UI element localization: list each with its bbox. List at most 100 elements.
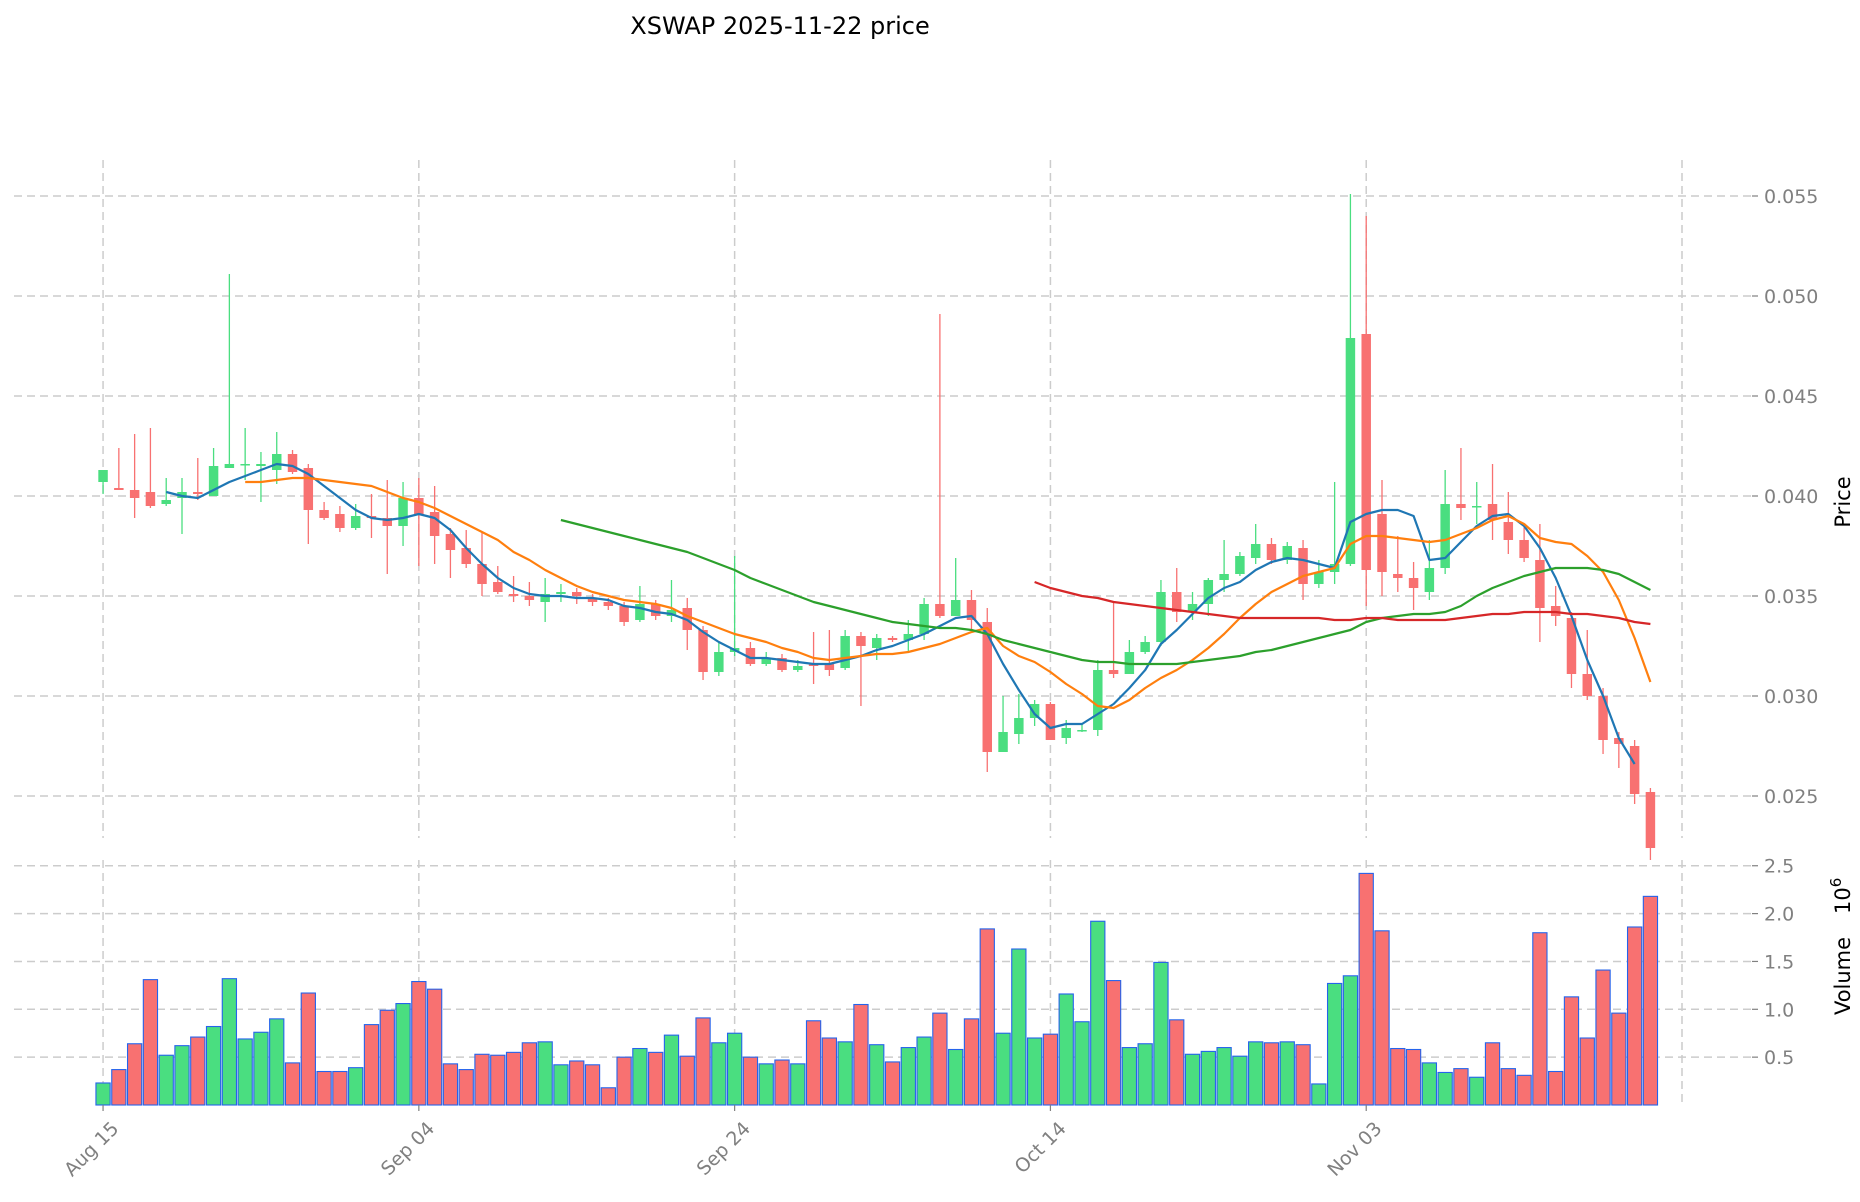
volume-bar (174, 1045, 190, 1106)
candle-body (98, 470, 108, 482)
volume-bar (490, 1054, 506, 1106)
candle-body (650, 604, 661, 616)
volume-bar (1232, 1055, 1248, 1106)
volume-bar (505, 1051, 522, 1106)
candle-body (998, 732, 1008, 752)
volume-bar (1532, 932, 1548, 1106)
candle-body (1061, 728, 1071, 738)
ma-xlong-line (1034, 580, 1651, 626)
volume-bar (1074, 1021, 1090, 1106)
volume-bar (995, 1032, 1011, 1106)
candle-body (350, 516, 361, 528)
chart-title: XSWAP 2025-11-22 price (630, 12, 929, 40)
volume-bar (1216, 1047, 1232, 1106)
candle-body (1235, 556, 1245, 574)
ma-medium-line (245, 476, 1652, 710)
candle-body (903, 634, 914, 640)
candle-body (1298, 548, 1308, 584)
moving-average-lines (165, 462, 1652, 765)
candle-body (240, 464, 250, 466)
volume-axis-label: Volume (1831, 937, 1855, 1015)
volume-bar (1137, 1043, 1153, 1106)
volume-bars (95, 872, 1659, 1106)
price-tick-label: 0.035 (1764, 586, 1818, 608)
candle-body (1424, 568, 1435, 592)
candle-body (429, 512, 440, 536)
candle-body (1282, 546, 1292, 560)
volume-bar (616, 1056, 632, 1106)
candle-body (556, 592, 566, 594)
candle-body (493, 582, 503, 592)
volume-bar (774, 1059, 790, 1106)
volume-bar (426, 988, 443, 1106)
volume-bar (126, 1043, 143, 1106)
candle-body (840, 636, 850, 668)
volume-bar (1042, 1033, 1059, 1106)
volume-bar (869, 1044, 885, 1106)
volume-bar (648, 1051, 664, 1106)
volume-bar (979, 928, 995, 1106)
volume-axis-exponent: 106 (1827, 878, 1855, 914)
volume-bar (1121, 1047, 1138, 1106)
volume-bar (1011, 948, 1027, 1106)
candle-body (793, 666, 803, 670)
volume-bar (1311, 1083, 1327, 1106)
candle-body (982, 622, 992, 752)
candle-body (872, 638, 882, 648)
candle-body (524, 596, 535, 600)
price-axis: 0.025 0.030 0.035 0.040 0.045 0.050 0.055 (1752, 186, 1818, 808)
volume-bar (711, 1042, 727, 1106)
volume-bar (111, 1069, 127, 1106)
candle-body (1645, 792, 1656, 848)
volume-bar (269, 1018, 285, 1106)
price-tick-label: 0.040 (1764, 486, 1818, 508)
volume-bar (932, 1012, 948, 1106)
candle-body (824, 664, 835, 670)
candle-body (919, 604, 929, 634)
candle-body (761, 658, 771, 664)
candle-body (1503, 522, 1514, 540)
volume-bar (1405, 1048, 1422, 1106)
candle-body (619, 606, 629, 622)
volume-axis: 0.5 1.0 1.5 2.0 2.5 (1752, 856, 1794, 1069)
volume-bar (726, 1032, 743, 1106)
candle-body (208, 466, 219, 496)
volume-bar (1595, 969, 1611, 1106)
volume-bar (695, 1017, 711, 1106)
volume-bar (458, 1069, 474, 1106)
candle-body (1566, 618, 1577, 674)
candle-body (1108, 670, 1119, 674)
candles (98, 194, 1656, 860)
x-tick-label: Sep 04 (377, 1118, 439, 1180)
volume-bar (1279, 1041, 1295, 1106)
candle-body (256, 464, 266, 466)
volume-bar (1295, 1044, 1311, 1106)
volume-bar (284, 1062, 301, 1106)
volume-bar (442, 1063, 459, 1106)
volume-bar (1374, 930, 1390, 1106)
volume-exponent-base: 10 (1831, 887, 1855, 914)
volume-bar (569, 1060, 585, 1106)
volume-bar (1248, 1041, 1264, 1106)
candle-body (161, 500, 171, 504)
volume-bar (1626, 926, 1643, 1106)
volume-bar (1469, 1076, 1485, 1106)
volume-bar (411, 980, 427, 1106)
candle-body (1456, 504, 1466, 508)
volume-bar (253, 1031, 269, 1106)
candle-body (1361, 334, 1371, 570)
candle-body (382, 518, 392, 526)
x-tick-label: Oct 14 (1011, 1118, 1071, 1178)
x-axis: Aug 15 Sep 04 Sep 24 Oct 14 Nov 03 (60, 1105, 1386, 1181)
candle-body (1629, 746, 1640, 794)
volume-bar (948, 1048, 964, 1106)
candle-body (1077, 730, 1087, 732)
candle-body (745, 648, 756, 664)
price-panel: 0.025 0.030 0.035 0.040 0.045 0.050 0.055 Pric… (14, 160, 1855, 860)
volume-bar (395, 1003, 411, 1106)
volume-bar (1342, 975, 1359, 1106)
volume-bar (142, 979, 159, 1106)
volume-bar (316, 1070, 332, 1106)
volume-bar (805, 1020, 822, 1106)
